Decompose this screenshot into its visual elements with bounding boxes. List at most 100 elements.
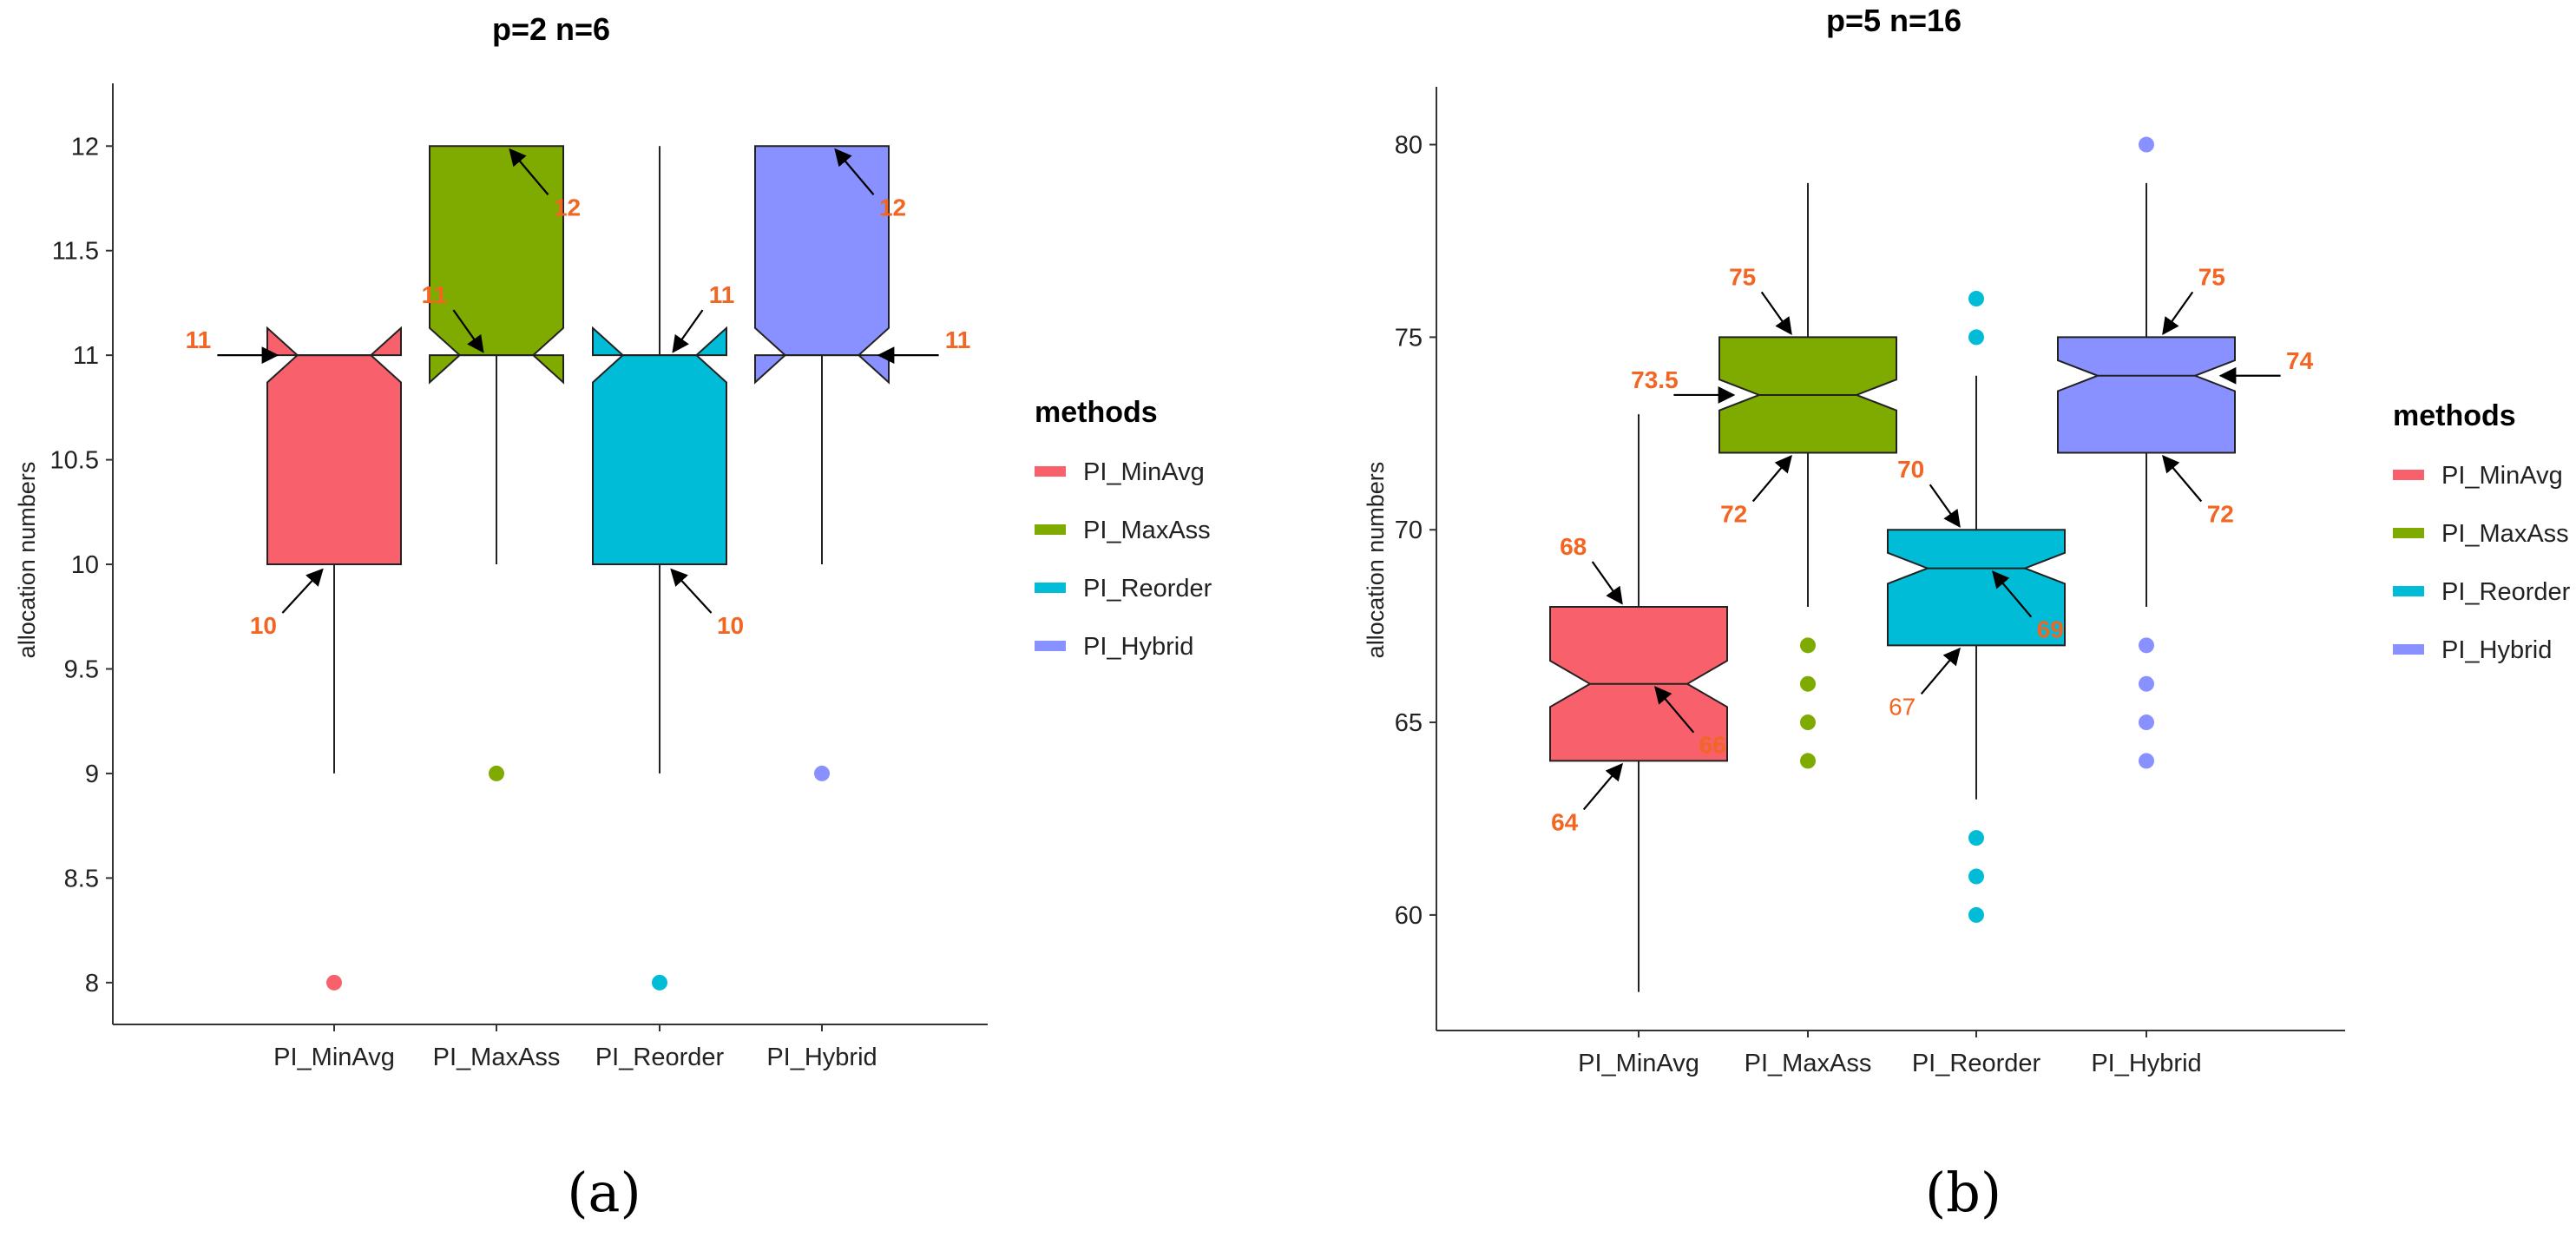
y-axis-label: allocation numbers (1363, 462, 1389, 659)
annotation-label: 64 (1551, 808, 1579, 835)
y-tick-label: 60 (1395, 902, 1423, 930)
y-tick-label: 9.5 (64, 655, 99, 683)
outlier-point (1800, 753, 1816, 769)
annotation-arrow (1582, 762, 1623, 811)
annotation-arrow (670, 568, 713, 614)
outlier-point (1968, 291, 1984, 307)
x-tick-label: PI_MinAvg (1578, 1050, 1699, 1077)
annotation-label: 67 (1889, 693, 1916, 720)
annotation-arrow (834, 148, 875, 195)
annotation-label: 11 (422, 281, 448, 308)
legend-title: methods (1035, 396, 1158, 429)
y-tick-label: 65 (1395, 709, 1423, 737)
y-axis-label: allocation numbers (14, 462, 40, 659)
x-tick-label: PI_MaxAss (1745, 1050, 1872, 1077)
x-tick-label: PI_MaxAss (433, 1044, 561, 1071)
outlier-point (1800, 675, 1816, 692)
chart-panel-1: p=2 n=6 8 8.5 9 9.5 10 10.5 11 11.5 12 allocation … (14, 11, 1212, 1224)
y-tick-label: 8 (85, 970, 99, 998)
panel-caption: (a) (567, 1161, 641, 1224)
annotation-arrow (2162, 291, 2194, 336)
annotation-label: 10 (250, 612, 277, 639)
annotation-label: 12 (554, 194, 581, 221)
box-PI_MaxAss (429, 145, 564, 385)
annotation-arrow (1751, 454, 1792, 503)
legend-item-label: PI_MaxAss (2441, 520, 2569, 548)
chart-panel-2: p=5 n=16 60 65 70 75 80 allocation numbers PI_M… (1363, 3, 2571, 1224)
y-tick-label: 10.5 (50, 447, 99, 475)
annotation-label: 75 (2198, 263, 2225, 290)
legend: methods PI_MinAvg PI_MaxAss PI_Reorder PI_Hy… (2393, 399, 2571, 664)
legend-item-label: PI_MinAvg (2441, 462, 2563, 490)
legend-item-label: PI_Hybrid (2441, 636, 2552, 664)
y-tick-label: 10 (71, 551, 99, 579)
outlier-point (2139, 136, 2154, 153)
outlier-point (1968, 868, 1984, 885)
legend-item-label: PI_Reorder (1083, 575, 1212, 603)
outlier-point (1968, 329, 1984, 346)
y-tick-label: 80 (1395, 132, 1423, 160)
annotation-label: 12 (879, 194, 906, 221)
annotation-arrow (2162, 454, 2203, 503)
annotation-label: 72 (1720, 500, 1747, 527)
y-tick-label: 75 (1395, 324, 1423, 352)
annotation-label: 11 (945, 326, 971, 353)
annotation-label: 75 (1729, 263, 1756, 290)
outlier-point (2139, 675, 2154, 692)
legend-item-label: PI_MinAvg (1083, 458, 1205, 486)
annotation-label: 68 (1560, 533, 1587, 560)
annotation-arrow (1654, 686, 1695, 734)
box-PI_MinAvg (266, 326, 402, 566)
y-tick-label: 11 (73, 342, 99, 370)
outlier-point (2139, 753, 2154, 769)
annotation-label: 10 (717, 612, 744, 639)
outlier-point (652, 974, 667, 991)
annotation-arrow (452, 309, 484, 353)
legend-item-label: PI_Hybrid (1083, 633, 1193, 661)
x-tick-label: PI_Reorder (595, 1044, 725, 1071)
outlier-point (1968, 906, 1984, 923)
y-tick-label: 8.5 (64, 865, 99, 892)
annotation-label: 72 (2207, 500, 2234, 527)
y-tick-label: 11.5 (52, 238, 99, 266)
outlier-point (2139, 637, 2154, 654)
y-tick-label: 9 (85, 761, 99, 788)
annotation-arrow (1920, 647, 1961, 695)
x-tick-label: PI_Reorder (1912, 1050, 2041, 1077)
annotation-label: 73.5 (1631, 366, 1679, 393)
y-tick-label: 12 (71, 133, 99, 161)
box-PI_Hybrid (754, 145, 890, 385)
chart-title: p=2 n=6 (492, 11, 610, 47)
annotation-label: 66 (1699, 732, 1726, 759)
annotation-label: 74 (2286, 347, 2314, 374)
legend-item-label: PI_Reorder (2441, 578, 2571, 606)
outlier-point (489, 765, 504, 781)
annotation-arrow (1591, 561, 1623, 605)
annotation-label: 70 (1897, 456, 1924, 483)
annotation-arrow (672, 309, 704, 353)
box-PI_Reorder (592, 326, 727, 566)
annotation-arrow (509, 148, 549, 195)
legend-title: methods (2393, 399, 2516, 432)
x-tick-label: PI_MinAvg (273, 1044, 395, 1071)
annotation-label: 11 (709, 281, 735, 308)
outlier-point (1800, 637, 1816, 654)
annotation-arrow (1929, 484, 1961, 528)
box-PI_Hybrid (2057, 336, 2236, 454)
x-tick-label: PI_Hybrid (766, 1044, 877, 1071)
annotation-arrow (281, 568, 324, 614)
outlier-point (1800, 714, 1816, 731)
y-tick-label: 70 (1395, 517, 1423, 544)
chart-title: p=5 n=16 (1826, 3, 1962, 38)
legend-item-label: PI_MaxAss (1083, 517, 1211, 544)
outlier-point (1968, 830, 1984, 846)
annotation-label: 69 (2037, 616, 2064, 643)
outlier-point (2139, 714, 2154, 731)
outlier-point (326, 974, 342, 991)
box-PI_Reorder (1887, 529, 2066, 647)
legend: methods PI_MinAvg PI_MaxAss PI_Reorder PI_Hy… (1035, 396, 1212, 661)
annotation-arrow (1760, 291, 1792, 336)
panel-caption: (b) (1925, 1161, 2001, 1224)
annotation-arrow (1992, 570, 2033, 618)
